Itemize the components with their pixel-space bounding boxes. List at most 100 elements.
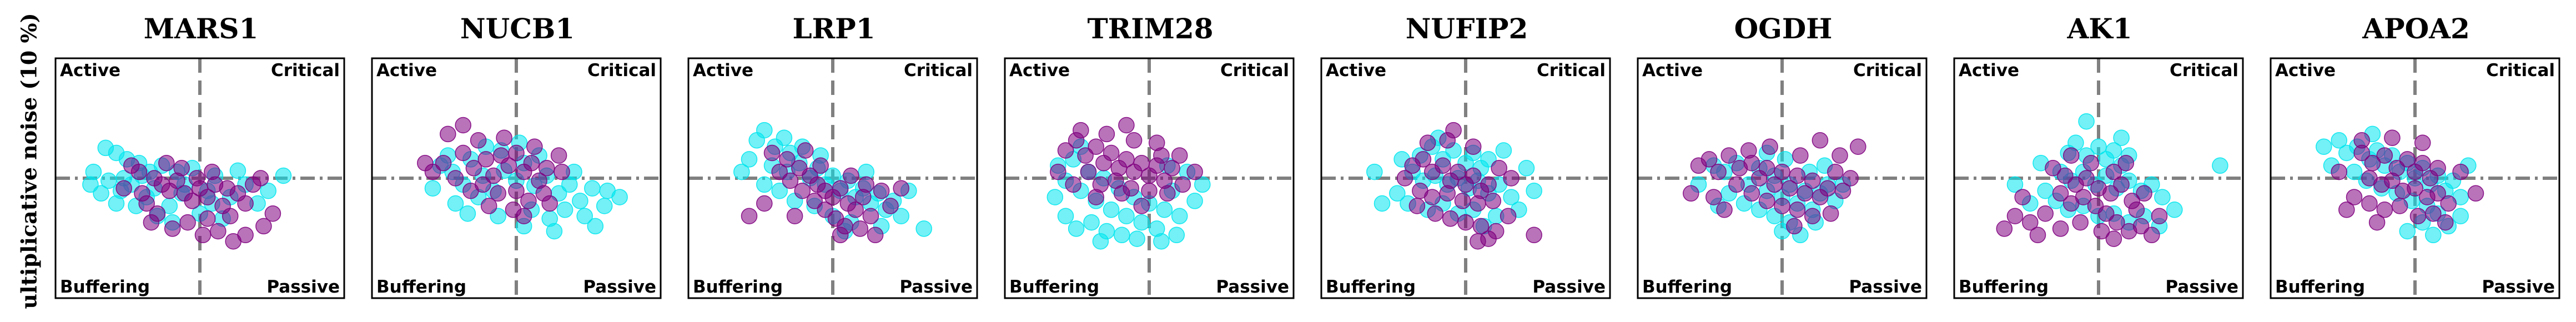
scatter-point <box>847 202 864 218</box>
scatter-point <box>2093 223 2110 240</box>
scatter-panel: NUCB1 Active Critical Buffering Passive <box>362 0 673 322</box>
scatter-point <box>255 218 272 235</box>
scatter-point <box>1700 151 1718 168</box>
scatter-point <box>475 176 491 193</box>
scatter-point <box>1804 208 1821 224</box>
scatter-point <box>2097 205 2115 222</box>
quadrant-label-critical: Critical <box>1537 61 1606 80</box>
scatter-points-group <box>1366 122 1542 250</box>
panel-title: NUCB1 <box>460 12 575 45</box>
scatter-point <box>1774 163 1790 180</box>
scatter-point <box>1141 182 1158 199</box>
scatter-point <box>873 182 890 199</box>
scatter-point <box>1758 160 1775 177</box>
quadrant-label-active: Active <box>2275 61 2336 80</box>
scatter-point <box>2338 202 2355 218</box>
scatter-point <box>587 218 604 235</box>
scatter-plot-svg: Active Critical Buffering Passive <box>1004 57 1295 299</box>
scatter-point <box>2331 132 2347 149</box>
scatter-point <box>1457 214 1474 231</box>
scatter-point <box>806 193 823 209</box>
scatter-point <box>2409 208 2427 224</box>
scatter-point <box>1740 142 1757 159</box>
scatter-point <box>1113 227 1130 244</box>
quadrant-label-critical: Critical <box>1220 61 1289 80</box>
scatter-point <box>1762 138 1778 155</box>
scatter-point <box>1450 163 1467 180</box>
quadrant-label-passive: Passive <box>1216 277 1289 297</box>
scatter-point <box>1804 172 1821 189</box>
scatter-point <box>424 180 441 197</box>
scatter-point <box>1470 233 1486 250</box>
quadrant-label-passive: Passive <box>266 277 340 297</box>
scatter-point <box>1083 214 1100 231</box>
scatter-point <box>1068 220 1085 237</box>
scatter-point <box>1080 163 1097 180</box>
scatter-point <box>741 208 758 224</box>
scatter-point <box>194 227 212 244</box>
scatter-points-group <box>1996 113 2228 247</box>
scatter-point <box>2144 227 2160 244</box>
scatter-point <box>1103 202 1120 218</box>
scatter-point <box>1186 193 1203 209</box>
scatter-point <box>2429 160 2446 177</box>
scatter-point <box>204 163 220 180</box>
quadrant-label-passive: Passive <box>899 277 973 297</box>
scatter-point <box>1766 176 1783 193</box>
scatter-point <box>1194 176 1211 193</box>
scatter-point <box>440 125 456 143</box>
scatter-plot-svg: Active Critical Buffering Passive <box>687 57 978 299</box>
quadrant-label-critical: Critical <box>2486 61 2555 80</box>
scatter-point <box>776 129 793 146</box>
scatter-point <box>1159 185 1176 202</box>
scatter-point <box>1996 220 2013 237</box>
scatter-point <box>173 160 190 177</box>
scatter-point <box>1057 208 1074 224</box>
quadrant-label-active: Active <box>1959 61 2019 80</box>
scatter-point <box>1153 233 1170 250</box>
scatter-point <box>459 205 476 222</box>
scatter-point <box>1118 151 1135 168</box>
scatter-point <box>541 195 558 212</box>
scatter-panel: AK1 Active Critical Buffering Passive <box>1944 0 2255 322</box>
scatter-point <box>455 117 471 134</box>
scatter-point <box>1774 198 1790 214</box>
scatter-point <box>520 193 537 209</box>
scatter-point <box>1792 147 1809 164</box>
scatter-point <box>508 182 525 199</box>
scatter-point <box>1710 163 1727 180</box>
scatter-point <box>2057 167 2074 184</box>
scatter-point <box>1057 142 1074 159</box>
scatter-point <box>2353 132 2370 149</box>
scatter-plot-svg: Active Critical Buffering Passive <box>54 57 345 299</box>
scatter-point <box>115 180 132 197</box>
scatter-point <box>108 195 125 212</box>
quadrant-label-active: Active <box>60 61 120 80</box>
scatter-point <box>1098 125 1115 143</box>
scatter-point <box>199 210 216 227</box>
scatter-point <box>526 138 543 155</box>
scatter-point <box>2029 227 2046 244</box>
scatter-point <box>2062 147 2080 164</box>
scatter-points-group <box>417 117 628 240</box>
scatter-point <box>1118 117 1135 134</box>
scatter-point <box>1396 170 1413 187</box>
quadrant-label-active: Active <box>1326 61 1386 80</box>
quadrant-label-buffering: Buffering <box>693 277 783 297</box>
scatter-point <box>447 195 464 212</box>
scatter-point <box>862 208 879 224</box>
scatter-point <box>2154 189 2171 205</box>
scatter-point <box>1125 132 1143 149</box>
scatter-point <box>915 220 932 237</box>
scatter-point <box>556 202 573 218</box>
scatter-point <box>490 185 506 202</box>
scatter-point <box>2391 198 2408 214</box>
scatter-point <box>1113 185 1130 202</box>
scatter-point <box>2105 230 2122 247</box>
scatter-panel: APOA2 Active Critical Buffering Passive <box>2261 0 2572 322</box>
scatter-point <box>1065 176 1081 193</box>
scatter-point <box>1465 138 1482 155</box>
scatter-point <box>1495 142 1512 159</box>
scatter-point <box>260 182 276 199</box>
scatter-point <box>219 180 236 197</box>
